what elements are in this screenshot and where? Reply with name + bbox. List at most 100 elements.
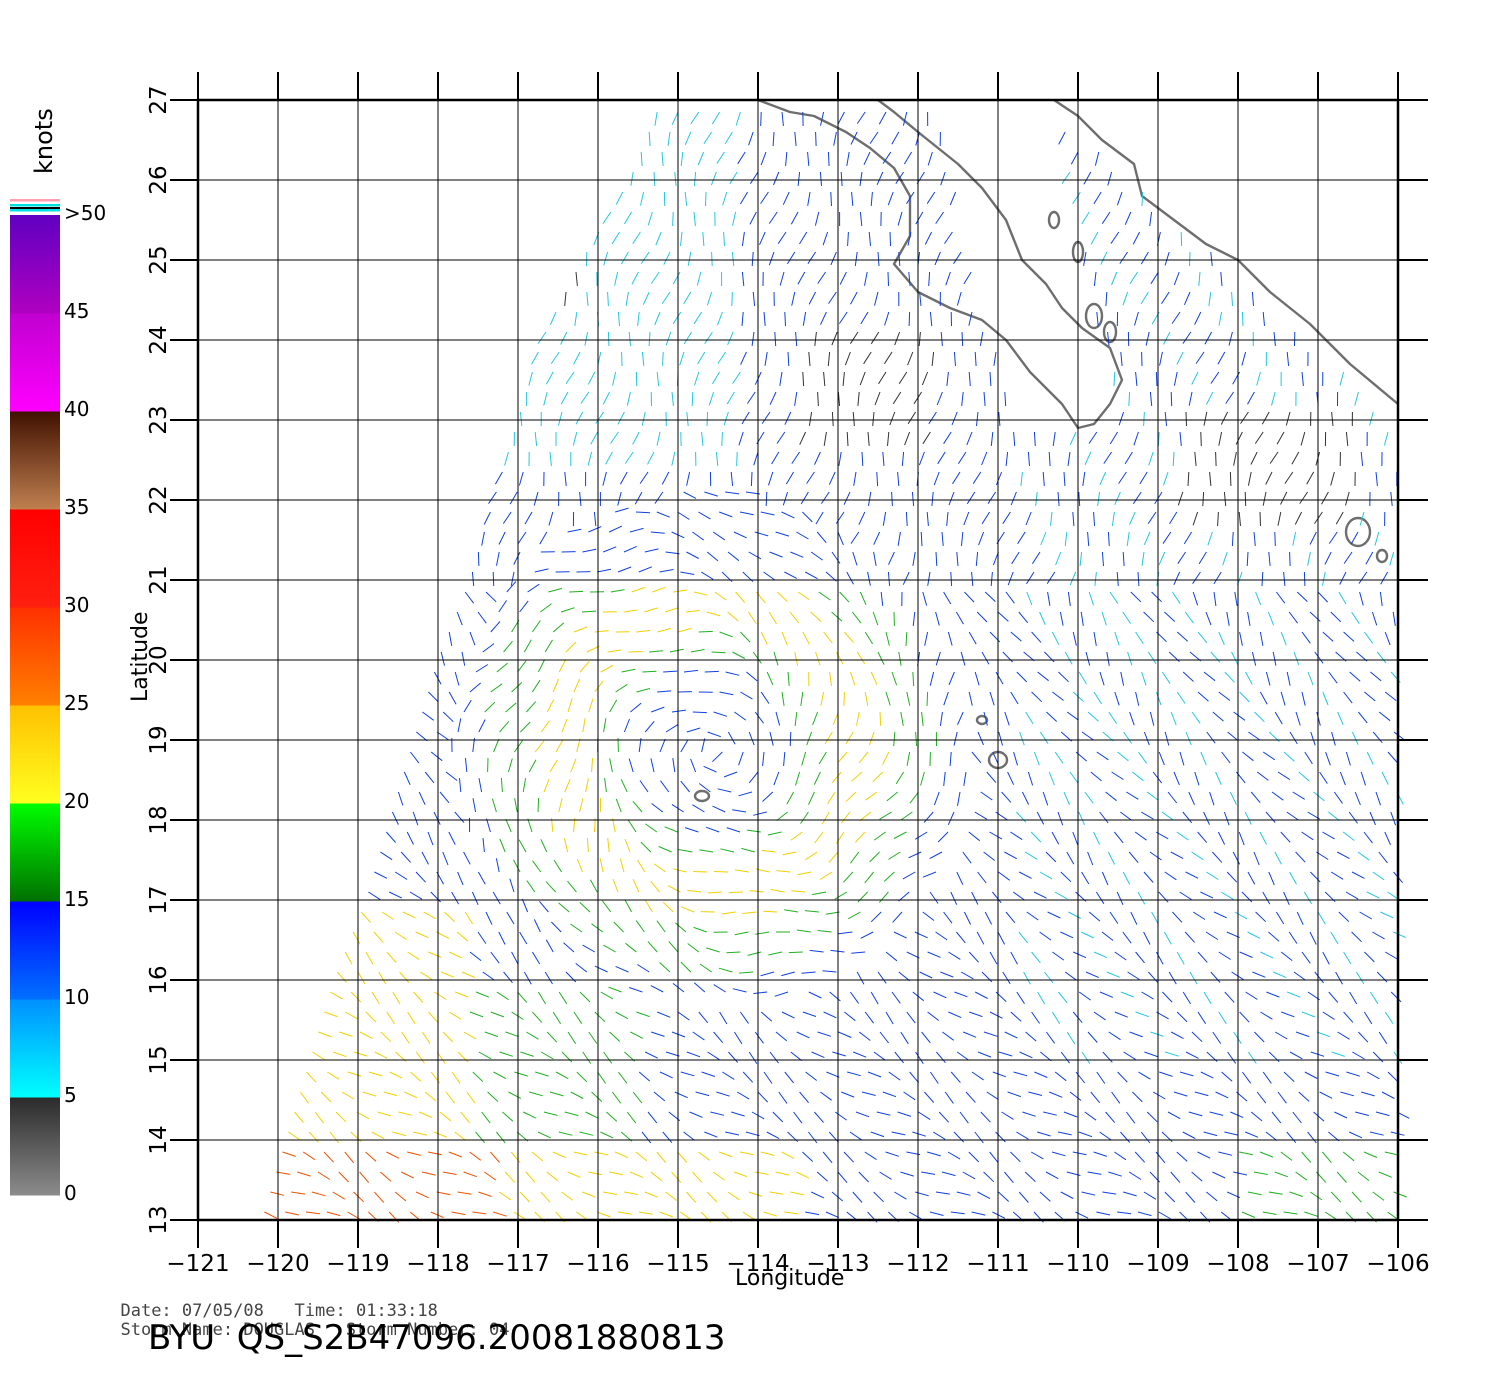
wind-vector bbox=[924, 631, 929, 646]
wind-vector bbox=[607, 331, 610, 347]
wind-vector bbox=[1301, 691, 1306, 706]
wind-vector bbox=[902, 871, 916, 880]
wind-vector bbox=[1319, 1091, 1333, 1099]
wind-vector bbox=[1274, 1031, 1288, 1040]
wind-vector bbox=[1200, 751, 1207, 766]
wind-vector bbox=[842, 371, 845, 386]
wind-vector bbox=[427, 831, 434, 846]
wind-vector bbox=[1176, 631, 1189, 642]
wind-vector bbox=[1284, 471, 1294, 484]
wind-vector bbox=[463, 1031, 477, 1040]
wind-vector bbox=[723, 231, 725, 247]
wind-vector bbox=[680, 571, 695, 575]
wind-vector bbox=[955, 611, 964, 625]
wind-vector bbox=[1111, 1091, 1121, 1104]
wind-vector bbox=[579, 902, 591, 913]
wind-vector bbox=[971, 1071, 984, 1081]
wind-vector bbox=[1359, 511, 1365, 526]
wind-vector bbox=[992, 891, 1002, 904]
wind-vector bbox=[808, 791, 815, 805]
wind-vector bbox=[1301, 1011, 1316, 1018]
wind-vector bbox=[671, 1031, 686, 1038]
wind-vector bbox=[567, 1031, 577, 1044]
wind-vector bbox=[788, 951, 803, 954]
wind-vector bbox=[1147, 651, 1157, 664]
wind-vector bbox=[637, 859, 646, 873]
wind-vector bbox=[1194, 1091, 1209, 1097]
wind-vector bbox=[796, 1031, 810, 1039]
wind-vector bbox=[1232, 851, 1241, 865]
wind-vector bbox=[795, 331, 798, 347]
wind-vector bbox=[580, 391, 590, 404]
wind-vector bbox=[1253, 1171, 1268, 1175]
wind-vector bbox=[1392, 931, 1407, 939]
wind-vector bbox=[1226, 931, 1240, 939]
wind-vector bbox=[1303, 571, 1306, 587]
wind-vector bbox=[846, 151, 850, 166]
wind-vector bbox=[808, 411, 813, 426]
wind-vector bbox=[1307, 1131, 1317, 1144]
wind-vector bbox=[867, 431, 870, 446]
wind-vector bbox=[684, 827, 699, 833]
wind-vector bbox=[550, 351, 560, 364]
wind-vector bbox=[799, 431, 807, 445]
wind-vector bbox=[1102, 1191, 1117, 1195]
wind-vector bbox=[1093, 1151, 1108, 1157]
wind-vector bbox=[1130, 591, 1142, 603]
wind-vector bbox=[540, 720, 550, 733]
wind-vector bbox=[1052, 951, 1065, 961]
wind-vector bbox=[814, 451, 821, 465]
wind-vector bbox=[522, 778, 527, 793]
wind-vector bbox=[1364, 691, 1376, 702]
wind-vector bbox=[887, 191, 894, 206]
wind-vector bbox=[1084, 451, 1092, 466]
wind-vector bbox=[1102, 1051, 1113, 1063]
wind-vector bbox=[704, 491, 718, 497]
wind-vector bbox=[1143, 931, 1151, 945]
wind-vector bbox=[815, 651, 821, 666]
wind-vector bbox=[1337, 1031, 1350, 1040]
wind-vector bbox=[828, 471, 836, 485]
wind-vector bbox=[835, 651, 844, 665]
wind-vector bbox=[898, 651, 902, 666]
wind-vector bbox=[413, 991, 424, 1003]
wind-vector bbox=[772, 131, 775, 147]
wind-vector bbox=[478, 1051, 492, 1060]
wind-vector bbox=[891, 671, 898, 686]
wind-vector bbox=[1095, 891, 1105, 905]
wind-vector bbox=[1105, 791, 1117, 802]
wind-vector bbox=[749, 890, 764, 893]
wind-vector bbox=[549, 759, 558, 773]
wind-vector bbox=[753, 451, 759, 466]
wind-vector bbox=[576, 858, 583, 873]
wind-vector bbox=[915, 731, 918, 747]
wind-vector bbox=[1225, 391, 1235, 404]
wind-vector bbox=[1101, 931, 1114, 941]
wind-vector bbox=[478, 1191, 492, 1197]
wind-vector bbox=[1274, 1171, 1289, 1178]
wind-vector bbox=[671, 391, 674, 406]
wind-vector bbox=[1157, 431, 1160, 447]
wind-vector bbox=[1185, 871, 1199, 879]
wind-vector bbox=[1345, 491, 1350, 506]
wind-vector bbox=[739, 1011, 749, 1024]
wind-vector bbox=[814, 1111, 824, 1123]
wind-vector bbox=[582, 1051, 592, 1064]
wind-vector bbox=[1023, 971, 1031, 985]
wind-vector bbox=[603, 1191, 618, 1195]
wind-vector bbox=[1058, 131, 1066, 145]
wind-vector bbox=[760, 1151, 775, 1156]
wind-vector bbox=[1138, 1071, 1151, 1080]
wind-vector bbox=[1001, 791, 1012, 803]
wind-vector bbox=[1197, 1011, 1207, 1024]
wind-vector bbox=[1188, 1111, 1203, 1117]
wind-vector bbox=[1351, 1191, 1362, 1203]
wind-vector bbox=[790, 211, 799, 225]
wind-vector bbox=[1325, 751, 1331, 766]
wind-vector bbox=[1267, 611, 1274, 626]
wind-vector bbox=[956, 931, 966, 944]
wind-vector bbox=[754, 1171, 769, 1175]
wind-vector bbox=[912, 671, 915, 687]
wind-vector bbox=[1060, 931, 1074, 939]
wind-vector bbox=[1200, 1071, 1214, 1079]
